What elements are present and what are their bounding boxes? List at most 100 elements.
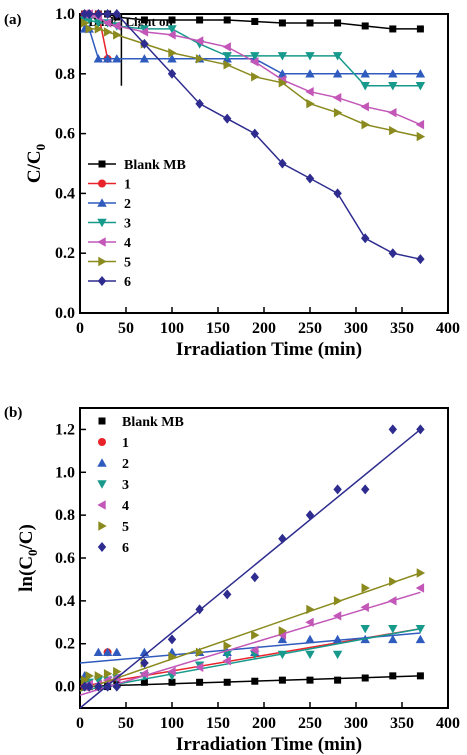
data-point (103, 669, 113, 679)
legend-marker (98, 417, 106, 425)
data-point (167, 666, 176, 677)
data-point (416, 424, 425, 435)
data-point (102, 647, 113, 656)
legend-marker (98, 438, 106, 446)
y-tick-label: 0.0 (55, 679, 75, 696)
data-point (333, 188, 342, 199)
data-point (222, 656, 231, 666)
legend-label: Blank MB (122, 415, 184, 430)
legend-label: 3 (122, 478, 129, 493)
legend-label: 2 (122, 457, 129, 472)
data-point (360, 82, 370, 91)
data-point (139, 54, 150, 63)
data-point (415, 82, 426, 91)
legend-marker (98, 521, 107, 531)
series-line (84, 28, 421, 75)
data-point (85, 9, 94, 19)
data-point (415, 634, 426, 644)
y-axis-title-sub: 0 (25, 549, 40, 556)
data-point (80, 681, 89, 692)
data-point (113, 666, 122, 677)
data-point (415, 69, 426, 78)
data-point (195, 604, 204, 615)
data-point (305, 87, 314, 97)
data-point (334, 676, 342, 684)
data-point (250, 57, 259, 67)
data-point (360, 101, 369, 112)
data-point (196, 16, 204, 24)
y-tick-label: 0.8 (55, 66, 75, 83)
data-point (361, 22, 369, 30)
series-6 (79, 424, 425, 709)
x-tick-label: 200 (252, 715, 276, 732)
data-point (195, 54, 205, 64)
x-tick-label: 400 (436, 715, 460, 732)
data-point (388, 82, 398, 91)
data-point (140, 678, 148, 686)
data-point (416, 25, 424, 33)
data-point (277, 650, 288, 660)
x-tick-label: 250 (298, 715, 322, 732)
data-point (140, 38, 149, 49)
data-point (80, 18, 90, 28)
data-point (167, 54, 177, 63)
data-point (361, 119, 370, 130)
fit-line (79, 627, 421, 692)
data-point (251, 630, 260, 640)
data-point (223, 678, 231, 686)
x-tick-label: 50 (118, 715, 134, 732)
data-point (222, 52, 232, 61)
fit-line (79, 591, 421, 696)
data-point (361, 484, 370, 495)
data-point (332, 650, 343, 660)
data-point (113, 30, 122, 40)
data-point (223, 113, 232, 124)
data-point (277, 69, 288, 78)
data-point (388, 107, 397, 118)
data-point (167, 25, 177, 34)
data-point (84, 16, 94, 25)
data-point (222, 650, 232, 660)
data-point (196, 678, 204, 686)
legend-label: 4 (124, 236, 131, 251)
data-point (416, 672, 424, 680)
y-tick-label: 0.2 (55, 245, 75, 262)
data-point (389, 125, 398, 136)
series-5 (80, 18, 426, 142)
legend-marker (97, 480, 107, 489)
panel-a: 0 50 100 150 200 250 300 350 4000.00.20.40.60.81… (4, 6, 460, 360)
data-point (94, 681, 103, 692)
legend-label: 4 (122, 499, 129, 514)
legend-label: 5 (122, 520, 129, 535)
legend-a: Blank MB 1 2 3 4 5 6 (88, 158, 186, 290)
legend-marker (97, 198, 107, 207)
data-point (305, 510, 315, 521)
data-point (223, 589, 232, 600)
data-point (94, 9, 103, 19)
data-point (305, 634, 315, 644)
y-tick-label: 0.8 (55, 507, 75, 524)
data-point (222, 42, 231, 52)
data-point (195, 647, 205, 657)
data-point (102, 54, 113, 63)
data-point (223, 60, 232, 70)
legend-marker (98, 160, 106, 168)
y-tick-label: 0.4 (55, 593, 75, 610)
data-point (332, 93, 342, 103)
x-tick-label: 150 (206, 320, 230, 337)
legend-marker (97, 542, 107, 552)
data-point (416, 254, 425, 265)
data-point (251, 677, 259, 685)
data-point (168, 651, 177, 662)
data-point (416, 568, 426, 578)
data-point (306, 676, 314, 684)
data-point (361, 583, 370, 593)
y-axis-title-post: /C) (16, 524, 37, 550)
data-point (361, 233, 370, 244)
data-point (360, 625, 370, 634)
data-point (250, 645, 259, 655)
legend-label: 6 (124, 275, 131, 290)
data-point (278, 19, 286, 27)
data-point (278, 78, 288, 88)
data-point (333, 596, 343, 606)
